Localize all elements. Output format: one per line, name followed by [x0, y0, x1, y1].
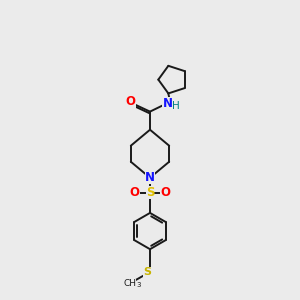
Text: 3: 3 — [136, 282, 141, 288]
Text: O: O — [160, 186, 170, 199]
Text: O: O — [130, 186, 140, 199]
Text: N: N — [145, 171, 155, 184]
Text: S: S — [143, 267, 152, 277]
Text: S: S — [146, 186, 154, 199]
Text: H: H — [172, 101, 179, 111]
Text: CH: CH — [123, 279, 136, 288]
Text: O: O — [126, 95, 136, 108]
Text: N: N — [163, 97, 172, 110]
